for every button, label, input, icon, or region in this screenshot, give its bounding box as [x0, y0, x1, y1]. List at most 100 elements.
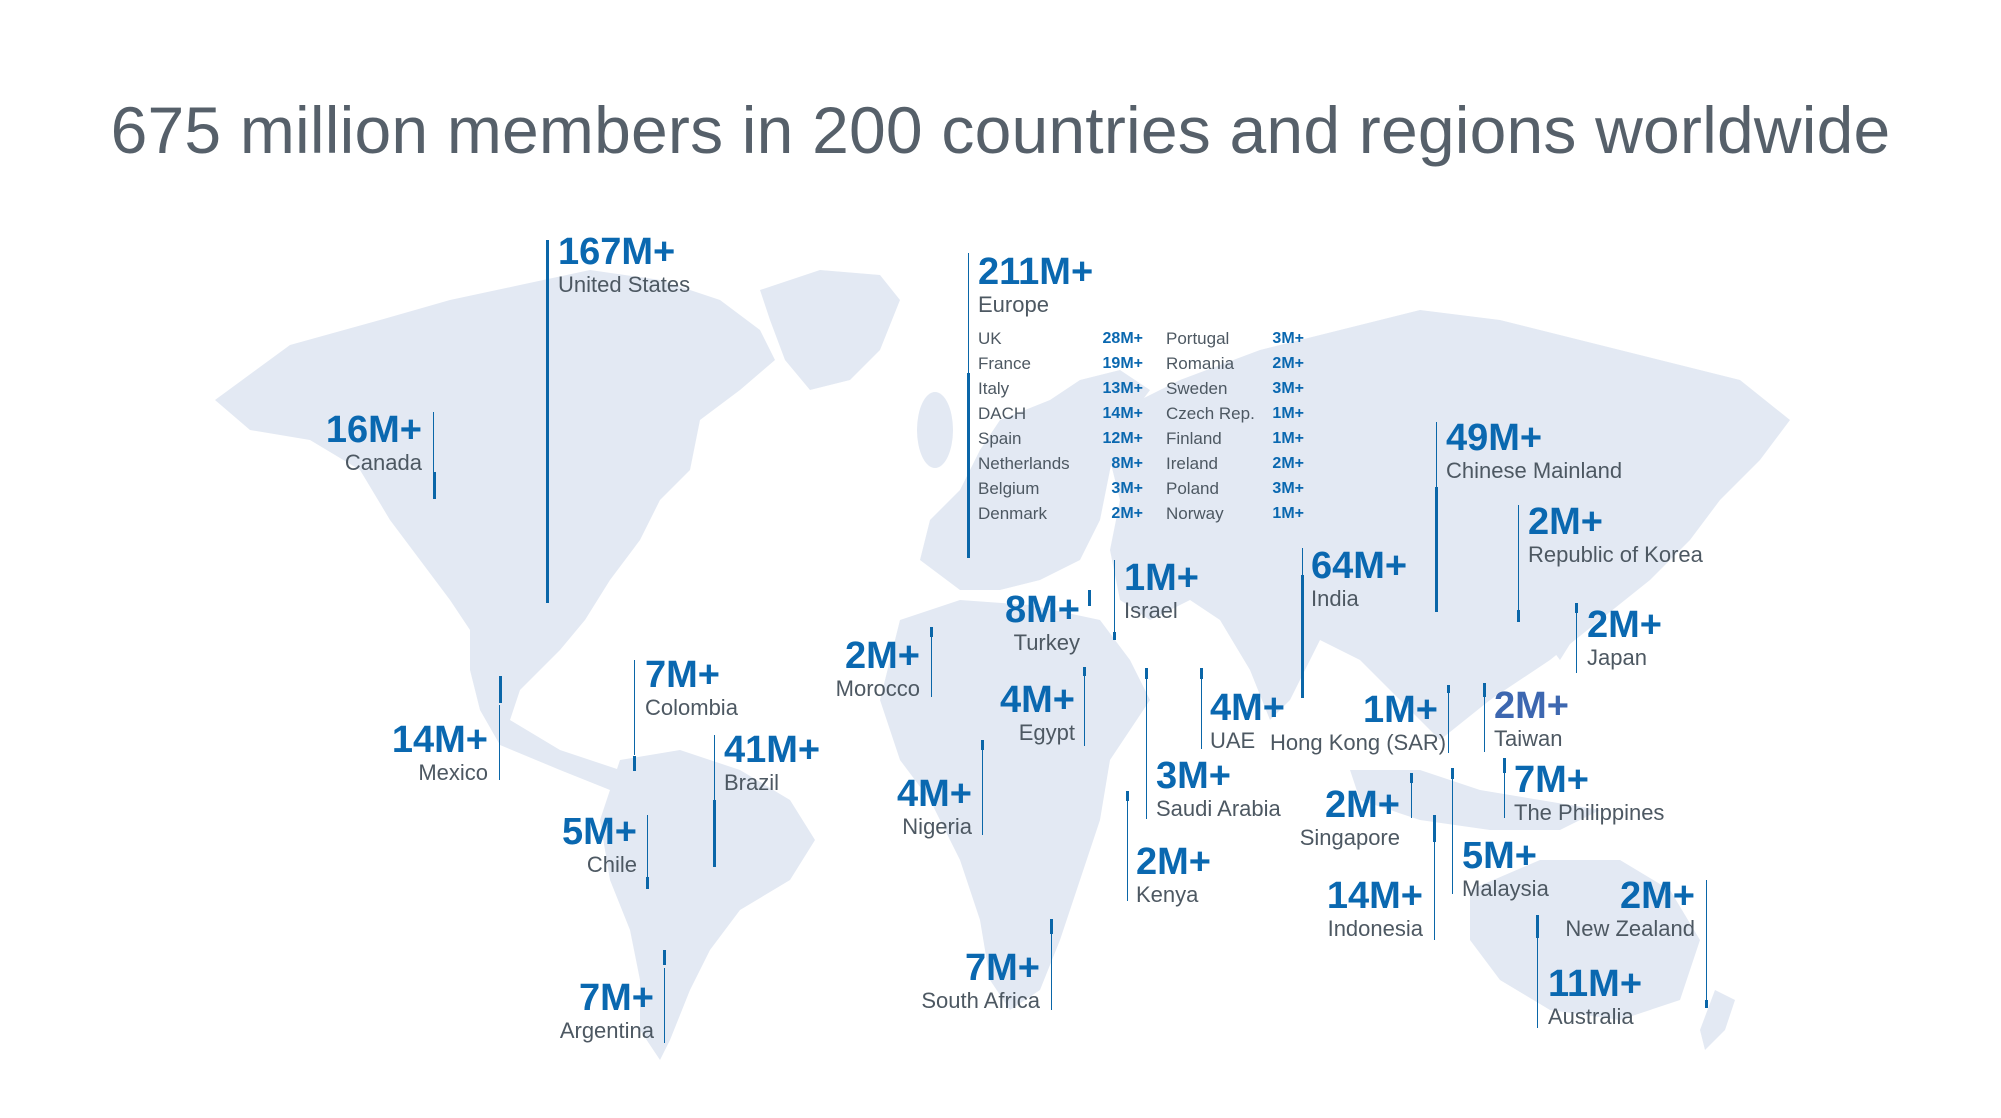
list-item: Sweden 3M+: [1166, 379, 1304, 398]
nigeria-label: 4M+ Nigeria: [870, 774, 972, 840]
india-value: 64M+: [1311, 545, 1408, 587]
kenya-label: 2M+ Kenya: [1136, 842, 1211, 908]
philippines-label: 7M+ The Philippines: [1514, 760, 1664, 826]
new-zealand-name: New Zealand: [1565, 916, 1695, 941]
uae-label: 4M+ UAE: [1210, 688, 1285, 754]
taiwan-name: Taiwan: [1494, 726, 1563, 751]
south-america-landmass: [600, 750, 815, 1060]
colombia-value: 7M+: [645, 654, 720, 696]
morocco-name: Morocco: [835, 676, 920, 701]
colombia-name: Colombia: [645, 695, 738, 720]
japan-indicator: [1575, 603, 1578, 613]
chile-value: 5M+: [562, 811, 637, 853]
chinese-mainland-name: Chinese Mainland: [1446, 458, 1623, 483]
chinese-mainland-indicator: [1435, 487, 1438, 612]
united-states-indicator: [546, 240, 549, 603]
uk-landmass: [917, 392, 953, 468]
south-africa-name: South Africa: [921, 988, 1040, 1013]
canada-name: Canada: [344, 450, 422, 475]
argentina-indicator: [663, 950, 666, 965]
list-item: Ireland 2M+: [1166, 454, 1304, 473]
chile-label: 5M+ Chile: [540, 812, 637, 878]
morocco-label: 2M+ Morocco: [800, 636, 920, 702]
new-zealand-leader: [1706, 880, 1707, 1000]
list-item: Czech Rep. 1M+: [1166, 404, 1304, 423]
colombia-indicator: [633, 756, 636, 771]
korea-leader: [1518, 505, 1519, 610]
japan-value: 2M+: [1587, 604, 1662, 646]
united-states-label: 167M+ United States: [558, 232, 690, 298]
indonesia-indicator: [1433, 815, 1436, 842]
sea-islands-landmass: [1350, 770, 1600, 830]
egypt-name: Egypt: [1018, 720, 1075, 745]
korea-indicator: [1517, 610, 1520, 622]
philippines-value: 7M+: [1514, 759, 1589, 801]
saudi-arabia-name: Saudi Arabia: [1156, 796, 1281, 821]
hong-kong-name: Hong Kong (SAR): [1270, 730, 1447, 755]
united-states-value: 167M+: [558, 231, 676, 273]
page-title: 675 million members in 200 countries and…: [110, 93, 1891, 167]
israel-name: Israel: [1124, 598, 1178, 623]
new-zealand-landmass: [1700, 990, 1735, 1050]
list-item: Italy 13M+: [978, 379, 1143, 398]
japan-landmass: [1545, 560, 1585, 660]
list-item: Spain 12M+: [978, 429, 1143, 448]
uae-indicator: [1200, 668, 1203, 679]
europe-breakdown-col1: UK 28M+ France 19M+ Italy 13M+ DACH 14M+ Spa…: [978, 326, 1143, 526]
morocco-value: 2M+: [845, 635, 920, 677]
turkey-value: 8M+: [1005, 589, 1080, 631]
turkey-name: Turkey: [1013, 630, 1080, 655]
japan-leader: [1576, 613, 1577, 673]
indonesia-value: 14M+: [1326, 875, 1423, 917]
turkey-label: 8M+ Turkey: [980, 590, 1080, 656]
saudi-arabia-leader: [1146, 679, 1147, 819]
united-states-name: United States: [558, 272, 691, 297]
list-item: Belgium 3M+: [978, 479, 1143, 498]
list-item: Romania 2M+: [1166, 354, 1304, 373]
chinese-mainland-leader: [1436, 422, 1437, 487]
list-item: Denmark 2M+: [978, 504, 1143, 523]
europe-indicator: [967, 373, 970, 558]
singapore-indicator: [1410, 773, 1413, 783]
brazil-indicator: [713, 800, 716, 867]
philippines-leader: [1504, 773, 1505, 818]
singapore-leader: [1411, 783, 1412, 818]
colombia-label: 7M+ Colombia: [645, 655, 738, 721]
europe-name: Europe: [978, 292, 1049, 317]
argentina-value: 7M+: [579, 977, 654, 1019]
japan-name: Japan: [1587, 645, 1647, 670]
greenland-landmass: [760, 270, 900, 390]
saudi-arabia-indicator: [1145, 668, 1148, 679]
brazil-name: Brazil: [724, 770, 780, 795]
canada-value: 16M+: [325, 409, 422, 451]
india-leader: [1302, 548, 1303, 575]
malaysia-indicator: [1451, 768, 1454, 779]
list-item: UK 28M+: [978, 329, 1143, 348]
israel-leader: [1114, 560, 1115, 632]
philippines-indicator: [1503, 758, 1506, 773]
brazil-label: 41M+ Brazil: [724, 730, 820, 796]
kenya-value: 2M+: [1136, 841, 1211, 883]
israel-indicator: [1113, 632, 1116, 640]
nigeria-indicator: [981, 740, 984, 750]
singapore-label: 2M+ Singapore: [1290, 785, 1400, 851]
new-zealand-indicator: [1705, 1000, 1708, 1008]
taiwan-label: 2M+ Taiwan: [1494, 686, 1569, 752]
mexico-indicator: [499, 676, 502, 703]
korea-label: 2M+ Republic of Korea: [1528, 502, 1703, 568]
malaysia-value: 5M+: [1462, 835, 1537, 877]
chinese-mainland-value: 49M+: [1446, 417, 1543, 459]
south-africa-indicator: [1050, 919, 1053, 934]
korea-name: Republic of Korea: [1528, 542, 1703, 567]
nigeria-value: 4M+: [897, 773, 972, 815]
europe-landmass: [920, 370, 1150, 590]
europe-label: 211M+ Europe: [978, 252, 1093, 318]
taiwan-leader: [1484, 697, 1485, 752]
north-america-landmass: [215, 270, 775, 790]
egypt-indicator: [1083, 667, 1086, 676]
israel-value: 1M+: [1124, 557, 1199, 599]
egypt-value: 4M+: [1000, 679, 1075, 721]
india-indicator: [1301, 575, 1304, 698]
new-zealand-label: 2M+ New Zealand: [1540, 876, 1695, 942]
